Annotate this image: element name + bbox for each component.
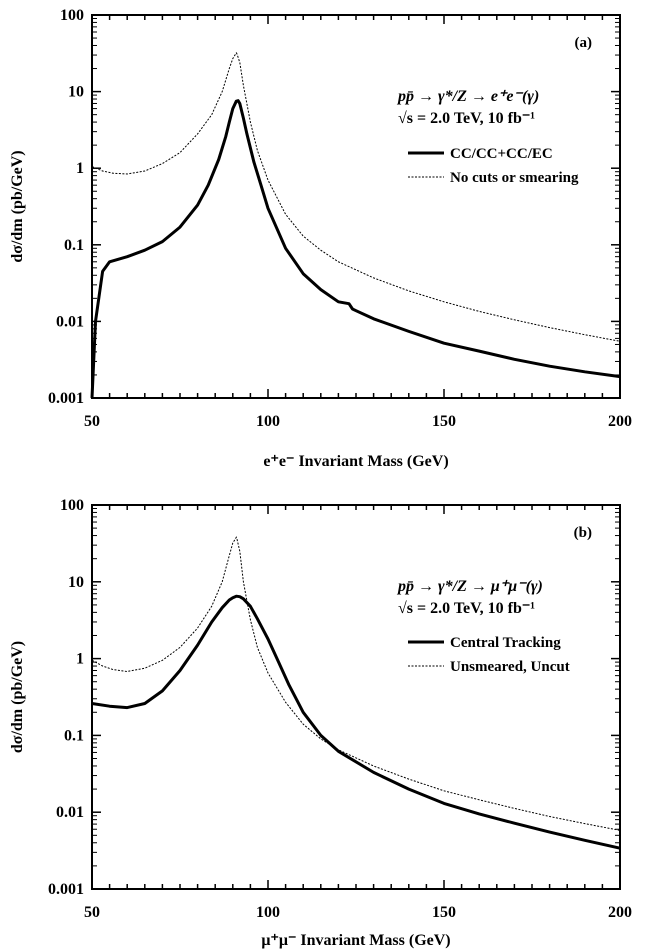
x-tick-label: 100 <box>256 904 280 921</box>
y-tick-label: 100 <box>60 7 84 24</box>
y-tick-label: 0.1 <box>64 237 84 254</box>
y-axis-label: dσ/dm (pb/GeV) <box>9 150 26 262</box>
legend-label: No cuts or smearing <box>450 170 579 186</box>
conditions-annotation: √s = 2.0 TeV, 10 fb⁻¹ <box>398 110 535 127</box>
y-tick-label: 0.001 <box>48 390 84 407</box>
series-line-reference <box>91 51 621 342</box>
y-tick-label: 10 <box>68 574 84 591</box>
x-axis-label: e⁺e⁻ Invariant Mass (GeV) <box>263 453 448 470</box>
process-annotation: pp̄ → γ*/Z → μ⁺μ⁻(γ) <box>396 578 543 595</box>
x-tick-label: 200 <box>608 413 632 430</box>
chart-panel-a: 50 100 150 200 0.001 0.01 0.1 1 10 100 e⁺e⁻ Invari… <box>9 7 632 470</box>
series-line-primary <box>90 99 621 399</box>
plot-frame <box>91 14 621 399</box>
y-tick-label: 0.1 <box>64 727 84 744</box>
legend-label: Unsmeared, Uncut <box>450 659 570 675</box>
y-axis-label: dσ/dm (pb/GeV) <box>9 641 26 753</box>
y-tick-label: 1 <box>76 160 84 177</box>
x-tick-label: 50 <box>84 904 100 921</box>
y-tick-label: 0.001 <box>48 881 84 898</box>
x-axis-label: μ⁺μ⁻ Invariant Mass (GeV) <box>261 932 450 949</box>
x-tick-label: 50 <box>84 413 100 430</box>
chart-panel-b: 50 100 150 200 0.001 0.01 0.1 1 10 100 μ⁺μ⁻ Invari… <box>9 497 632 949</box>
x-tick-label: 100 <box>256 413 280 430</box>
series-line-primary <box>91 594 621 850</box>
x-tick-label: 150 <box>432 904 456 921</box>
legend-label: CC/CC+CC/EC <box>450 146 553 162</box>
conditions-annotation: √s = 2.0 TeV, 10 fb⁻¹ <box>398 600 535 617</box>
series-line-reference <box>91 536 621 831</box>
y-tick-label: 1 <box>76 651 84 668</box>
process-annotation: pp̄ → γ*/Z → e⁺e⁻(γ) <box>396 88 539 105</box>
y-tick-label: 10 <box>68 84 84 101</box>
panel-tag: (b) <box>574 525 592 541</box>
y-tick-label: 0.01 <box>56 804 84 821</box>
x-tick-label: 200 <box>608 904 632 921</box>
y-tick-label: 100 <box>60 497 84 514</box>
x-tick-label: 150 <box>432 413 456 430</box>
legend-label: Central Tracking <box>450 635 561 651</box>
y-tick-label: 0.01 <box>56 313 84 330</box>
panel-tag: (a) <box>575 35 593 51</box>
